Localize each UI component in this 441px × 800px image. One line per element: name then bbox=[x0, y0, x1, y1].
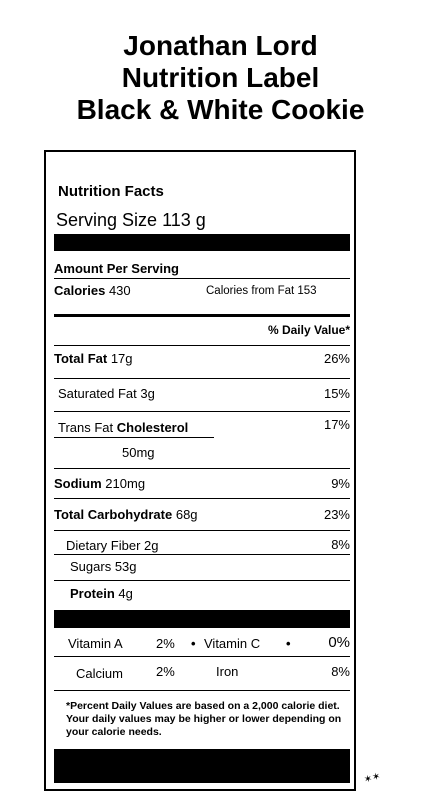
protein-row: Protein 4g bbox=[70, 586, 133, 601]
thick-bar-bottom bbox=[54, 749, 350, 783]
cholesterol-label: Cholesterol bbox=[116, 420, 189, 435]
calories-row: Calories 430 bbox=[54, 283, 131, 298]
protein-label: Protein bbox=[70, 586, 115, 601]
iron-label: Iron bbox=[216, 664, 239, 679]
iron-dv: 8% bbox=[331, 664, 350, 679]
daily-value-header: % Daily Value* bbox=[267, 323, 350, 337]
sugars-row: Sugars 53g bbox=[70, 559, 137, 574]
sugars-label: Sugars bbox=[70, 559, 112, 574]
total-carb-label: Total Carbohydrate bbox=[54, 507, 173, 522]
total-fat-amount: 17g bbox=[110, 351, 133, 366]
protein-amount: 4g bbox=[118, 586, 133, 601]
divider bbox=[54, 656, 350, 657]
divider bbox=[54, 345, 350, 346]
divider bbox=[54, 690, 350, 691]
dietary-fiber-amount: 2g bbox=[144, 538, 159, 553]
trans-fat-cholesterol-row: Trans Fat Cholesterol bbox=[58, 420, 188, 435]
divider-thick bbox=[54, 314, 350, 317]
total-carb-row: Total Carbohydrate 68g bbox=[54, 507, 198, 522]
title-line-name: Jonathan Lord bbox=[123, 30, 318, 61]
bullet: • bbox=[191, 636, 196, 651]
calories-value: 430 bbox=[108, 283, 131, 298]
dietary-fiber-label: Dietary Fiber bbox=[66, 538, 141, 553]
vitamin-c-dv: 0% bbox=[328, 634, 350, 651]
calories-from-fat: Calories from Fat 153 bbox=[206, 285, 317, 297]
stray-marks: ✶✶ bbox=[362, 771, 382, 786]
bullet: • bbox=[286, 636, 291, 651]
nutrition-facts-heading: Nutrition Facts bbox=[58, 183, 164, 200]
divider bbox=[54, 278, 350, 279]
divider bbox=[54, 378, 350, 379]
dietary-fiber-dv: 8% bbox=[331, 537, 350, 552]
sodium-dv: 9% bbox=[331, 476, 350, 491]
calories-from-fat-label: Calories from Fat bbox=[206, 285, 295, 297]
sugars-amount: 53g bbox=[114, 559, 137, 574]
thick-bar-top bbox=[54, 234, 350, 251]
vitamin-a-dv: 2% bbox=[156, 636, 175, 651]
total-fat-row: Total Fat 17g bbox=[54, 351, 133, 366]
title-line-product: Black & White Cookie bbox=[76, 94, 365, 125]
saturated-fat-amount: 3g bbox=[140, 386, 155, 401]
saturated-fat-dv: 15% bbox=[323, 386, 350, 401]
divider-short bbox=[54, 437, 214, 438]
serving-size-value: 113 g bbox=[162, 210, 206, 230]
total-carb-amount: 68g bbox=[175, 507, 198, 522]
saturated-fat-label: Saturated Fat bbox=[58, 386, 137, 401]
divider bbox=[54, 468, 350, 469]
sodium-label: Sodium bbox=[54, 476, 102, 491]
cholesterol-dv: 17% bbox=[323, 417, 350, 432]
page-title: Jonathan Lord Nutrition Label Black & Wh… bbox=[0, 30, 441, 126]
divider bbox=[54, 530, 350, 531]
divider bbox=[54, 411, 350, 412]
calories-from-fat-value: 153 bbox=[297, 285, 317, 297]
calories-label: Calories bbox=[54, 283, 106, 298]
title-line-label: Nutrition Label bbox=[121, 62, 320, 93]
nutrition-label: Nutrition Facts Serving Size 113 g Amoun… bbox=[44, 150, 356, 791]
vitamin-c-label: Vitamin C bbox=[204, 636, 261, 651]
total-carb-dv: 23% bbox=[323, 507, 350, 522]
saturated-fat-row: Saturated Fat 3g bbox=[58, 386, 155, 401]
trans-fat-label: Trans Fat bbox=[58, 420, 114, 435]
divider bbox=[54, 498, 350, 499]
sodium-row: Sodium 210mg bbox=[54, 476, 145, 491]
footnote: *Percent Daily Values are based on a 2,0… bbox=[66, 700, 342, 738]
divider bbox=[54, 554, 350, 555]
calcium-dv: 2% bbox=[156, 664, 175, 679]
serving-size-label: Serving Size bbox=[56, 210, 158, 230]
sodium-amount: 210mg bbox=[105, 476, 146, 491]
divider bbox=[54, 580, 350, 581]
vitamin-a-label: Vitamin A bbox=[68, 636, 123, 651]
serving-size: Serving Size 113 g bbox=[56, 210, 206, 231]
calcium-label: Calcium bbox=[76, 666, 123, 681]
dietary-fiber-row: Dietary Fiber 2g bbox=[66, 538, 159, 553]
thick-bar-middle bbox=[54, 610, 350, 628]
total-fat-dv: 26% bbox=[323, 351, 350, 366]
total-fat-label: Total Fat bbox=[54, 351, 108, 366]
amount-per-serving: Amount Per Serving bbox=[54, 261, 179, 276]
cholesterol-amount: 50mg bbox=[122, 445, 155, 460]
